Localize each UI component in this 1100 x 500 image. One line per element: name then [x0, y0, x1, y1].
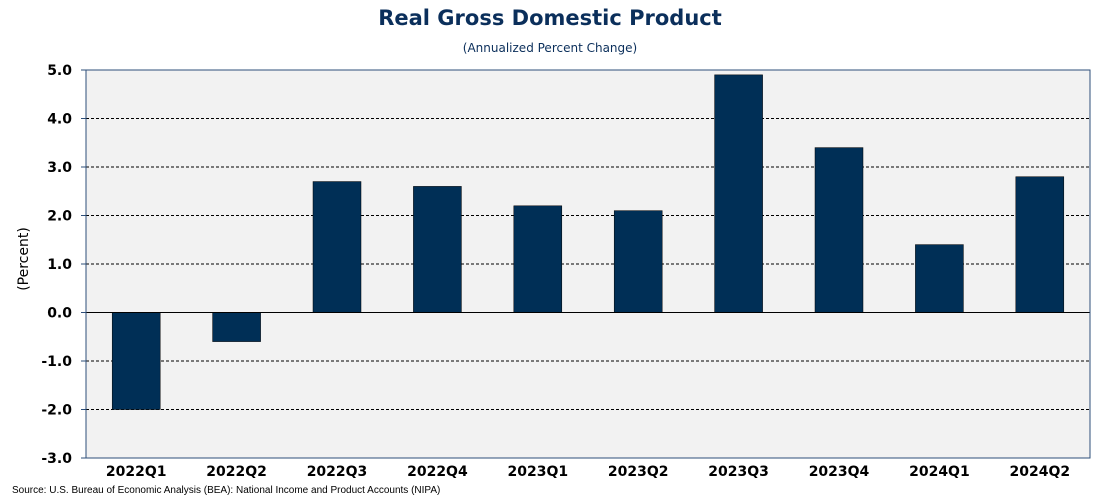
bar-2023Q4: [814, 147, 864, 313]
bar-2022Q1: [111, 312, 161, 410]
x-tick-label: 2023Q3: [708, 464, 769, 480]
chart-subtitle: (Annualized Percent Change): [462, 41, 638, 55]
y-tick-label: 0.0: [47, 306, 72, 322]
bar-2022Q4: [413, 186, 462, 313]
x-tick-label: 2023Q1: [507, 464, 568, 480]
bar-2022Q2: [212, 312, 261, 342]
y-tick-label: -3.0: [41, 451, 72, 467]
bar-2023Q3: [714, 74, 763, 313]
x-tick-label: 2022Q2: [206, 464, 267, 480]
x-axis-ticks: 2022Q1 2022Q2 2022Q3 2022Q4 2023Q1 2023Q2 2023…: [106, 464, 1070, 480]
y-axis-label: (Percent): [16, 227, 32, 291]
y-tick-label: -2.0: [41, 403, 72, 419]
chart-title: Real Gross Domestic Product: [378, 6, 722, 30]
y-tick-label: 4.0: [47, 112, 72, 128]
y-tick-label: 1.0: [47, 257, 72, 273]
bar-2023Q1: [513, 205, 563, 313]
x-tick-label: 2023Q2: [608, 464, 669, 480]
y-tick-label: 5.0: [47, 63, 72, 79]
x-tick-label: 2023Q4: [809, 464, 870, 480]
bar-2024Q2: [1015, 176, 1065, 313]
bar-2023Q2: [613, 210, 663, 313]
y-axis-ticks: 5.0 4.0 3.0 2.0 1.0 0.0 -1.0 -2.0 -3.0: [41, 63, 86, 467]
x-tick-label: 2022Q4: [407, 464, 468, 480]
x-tick-label: 2024Q1: [909, 464, 970, 480]
y-tick-label: 2.0: [47, 209, 72, 225]
bars: [111, 74, 1065, 410]
source-note: Source: U.S. Bureau of Economic Analysis…: [12, 485, 441, 496]
x-tick-label: 2022Q3: [307, 464, 368, 480]
bar-2024Q1: [915, 244, 964, 313]
y-tick-label: -1.0: [41, 354, 72, 370]
x-tick-label: 2024Q2: [1009, 464, 1070, 480]
y-tick-label: 3.0: [47, 160, 72, 176]
gridlines: [86, 118, 1090, 410]
x-tick-label: 2022Q1: [106, 464, 167, 480]
bar-2022Q3: [312, 181, 362, 313]
